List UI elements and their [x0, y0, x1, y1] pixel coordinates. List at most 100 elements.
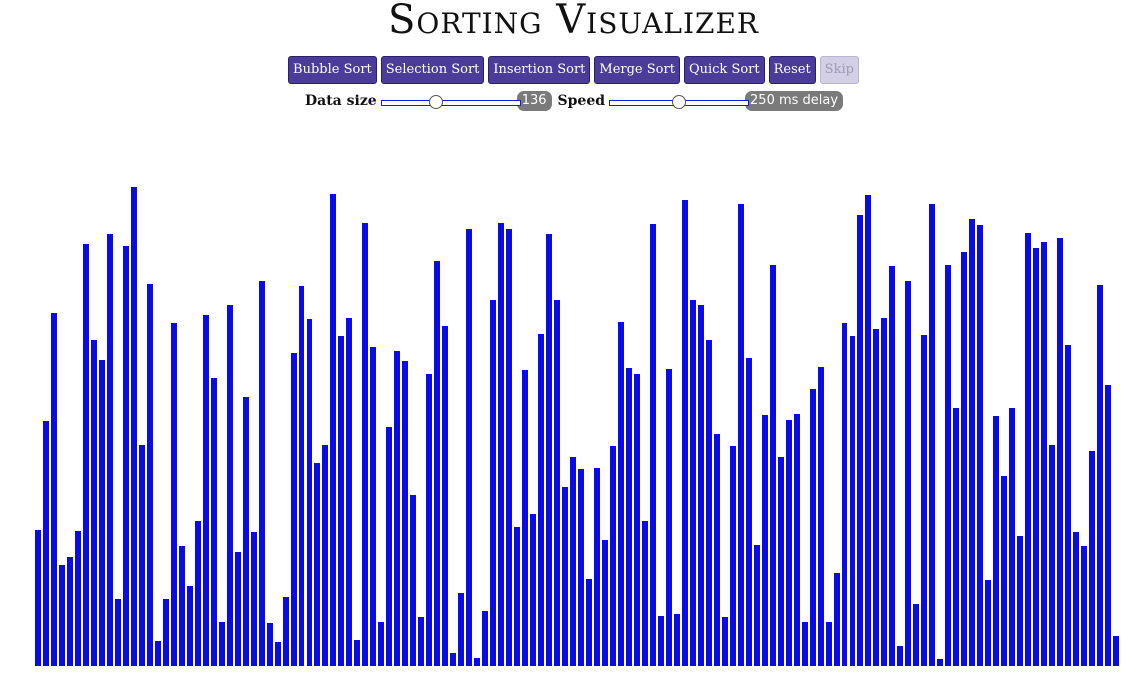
skip-button[interactable]: Skip — [819, 56, 859, 84]
bar — [362, 223, 369, 666]
bar — [314, 463, 321, 666]
bar — [729, 446, 736, 666]
bar — [290, 353, 297, 666]
bar — [641, 521, 648, 666]
bar — [873, 329, 880, 666]
bar — [138, 445, 145, 666]
bar — [298, 286, 305, 666]
speed-label: Speed — [557, 93, 606, 109]
bar — [913, 604, 920, 666]
bar — [546, 234, 553, 666]
bar — [1025, 233, 1032, 666]
bar — [585, 579, 592, 666]
bar — [538, 334, 545, 666]
bar — [202, 315, 209, 666]
bar — [1041, 242, 1048, 666]
bar — [394, 351, 401, 666]
bar — [274, 642, 281, 666]
data-size-label: Data size — [305, 93, 377, 109]
bar — [1049, 445, 1056, 666]
bar — [338, 336, 345, 666]
bar — [354, 640, 361, 666]
bar — [793, 414, 800, 666]
bar — [713, 434, 720, 666]
bar — [1105, 385, 1111, 666]
bar — [649, 224, 656, 666]
bar — [1009, 408, 1016, 666]
bar — [250, 532, 257, 666]
algorithm-toolbar: Bubble Sort Selection Sort Insertion Sor… — [0, 56, 1147, 84]
bubble-sort-button[interactable]: Bubble Sort — [288, 56, 377, 84]
bar — [74, 531, 81, 666]
bar — [530, 514, 537, 666]
bar — [761, 415, 768, 666]
bar — [737, 204, 744, 666]
bar — [386, 427, 393, 666]
bar — [993, 416, 1000, 666]
bar — [466, 229, 473, 666]
bar — [1097, 285, 1104, 666]
bar — [601, 540, 608, 666]
reset-button[interactable]: Reset — [768, 56, 816, 84]
bar — [849, 336, 856, 666]
bar — [322, 445, 329, 666]
bar — [1001, 476, 1008, 666]
data-size-slider[interactable] — [380, 92, 521, 110]
bar — [490, 300, 497, 666]
selection-sort-button[interactable]: Selection Sort — [380, 56, 485, 84]
bar — [921, 335, 928, 666]
bar — [905, 281, 912, 666]
bar — [617, 322, 624, 666]
bar — [801, 622, 808, 666]
speed-slider[interactable] — [609, 92, 750, 110]
bar — [953, 408, 960, 666]
bar — [777, 457, 784, 666]
bar — [665, 369, 672, 666]
bar — [673, 614, 680, 666]
bar — [210, 378, 217, 666]
bar — [266, 623, 273, 666]
bar — [226, 305, 233, 666]
bar — [146, 284, 153, 666]
data-size-thumb[interactable] — [428, 95, 443, 109]
bar — [1073, 532, 1080, 666]
bar — [625, 368, 632, 666]
bar — [482, 611, 489, 666]
bar — [114, 599, 121, 666]
bar — [242, 397, 249, 666]
bar — [929, 204, 936, 666]
merge-sort-button[interactable]: Merge Sort — [594, 56, 680, 84]
bar — [817, 367, 824, 666]
bar — [745, 358, 752, 666]
bar — [442, 326, 449, 666]
bar — [554, 300, 561, 666]
quick-sort-button[interactable]: Quick Sort — [683, 56, 765, 84]
bar — [514, 527, 521, 666]
bar — [370, 347, 377, 666]
bar — [194, 521, 201, 666]
bar — [58, 565, 65, 666]
bar — [609, 446, 616, 666]
bar — [258, 281, 265, 666]
bar — [90, 340, 97, 666]
bar — [402, 361, 409, 666]
bar — [434, 261, 441, 666]
bar — [178, 546, 185, 666]
bar — [881, 318, 888, 666]
bar — [474, 658, 481, 666]
bar — [130, 187, 137, 666]
bar — [889, 266, 896, 666]
speed-thumb[interactable] — [672, 95, 687, 109]
bar — [945, 265, 952, 666]
bar — [498, 223, 505, 666]
bar — [1113, 636, 1119, 666]
bar — [721, 617, 728, 666]
bar — [98, 360, 105, 666]
bar — [282, 597, 289, 666]
bar — [977, 225, 984, 666]
bar — [506, 229, 513, 666]
bar — [857, 215, 864, 666]
data-size-value-badge: 136 — [516, 91, 552, 111]
bar — [234, 552, 241, 666]
insertion-sort-button[interactable]: Insertion Sort — [488, 56, 591, 84]
